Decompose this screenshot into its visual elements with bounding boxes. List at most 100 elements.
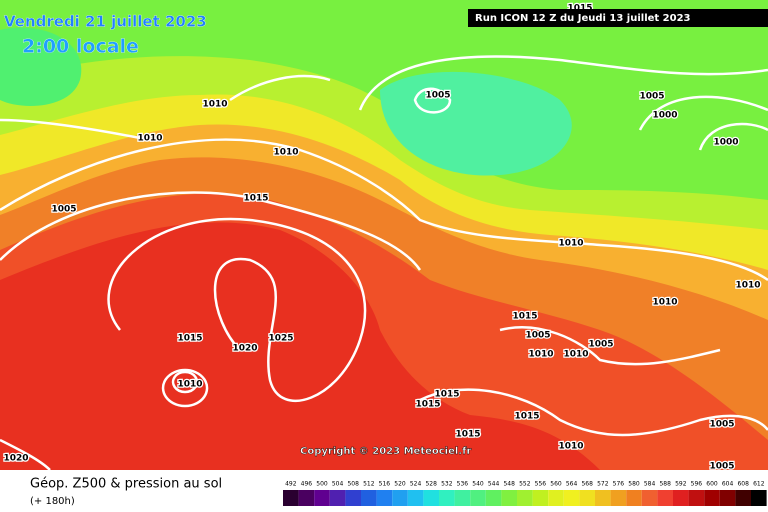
colorbar-swatch: [439, 490, 455, 506]
colorbar-swatch: [376, 490, 393, 506]
isobar-label: 1010: [273, 148, 298, 158]
isobar-label: 1005: [525, 331, 550, 341]
colorbar-swatch: [688, 490, 705, 506]
colorbar-label: 532: [441, 481, 453, 488]
isobar-label: 1015: [434, 390, 459, 400]
colorbar-swatch: [298, 490, 315, 506]
forecast-time: 2:00 locale: [22, 36, 139, 58]
colorbar-swatch: [719, 490, 736, 506]
colorbar-swatch: [361, 490, 377, 506]
colorbar-swatch: [501, 490, 517, 506]
colorbar-label: 556: [535, 481, 547, 488]
colorbar-label: 512: [363, 481, 375, 488]
isobar-label: 1005: [51, 205, 76, 215]
colorbar-label: 496: [301, 481, 313, 488]
colorbar-swatch: [563, 490, 580, 506]
colorbar-label: 492: [285, 481, 297, 488]
colorbar-label: 500: [316, 481, 328, 488]
run-box: [468, 9, 768, 27]
isobar-label: 1010: [558, 442, 583, 452]
isobar-label: 1010: [558, 239, 583, 249]
isobar-label: 1000: [652, 111, 677, 121]
isobar-label: 1005: [639, 92, 664, 102]
isobar-label: 1015: [243, 194, 268, 204]
isobar-label: 1010: [563, 350, 588, 360]
colorbar-swatch: [548, 490, 564, 506]
colorbar-label: 592: [675, 481, 687, 488]
isobar-label: 1015: [514, 412, 539, 422]
colorbar-swatch: [673, 490, 689, 506]
colorbar-label: 588: [659, 481, 671, 488]
isobar-label: 1010: [137, 134, 162, 144]
isobar-label: 1010: [735, 281, 760, 291]
colorbar-label: 560: [550, 481, 562, 488]
colorbar-label: 552: [519, 481, 531, 488]
isobar-label: 1010: [528, 350, 553, 360]
colorbar-swatch: [641, 490, 658, 506]
colorbar-swatch: [735, 490, 751, 506]
colorbar-label: 540: [472, 481, 484, 488]
field-green-nw: [0, 27, 82, 106]
colorbar-label: 612: [753, 481, 765, 488]
colorbar-label: 536: [457, 481, 469, 488]
colorbar-label: 528: [425, 481, 437, 488]
colorbar-label: 584: [644, 481, 656, 488]
colorbar-swatch: [579, 490, 595, 506]
isobar-label: 1010: [202, 100, 227, 110]
isobar-label: 1020: [232, 344, 257, 354]
isobar-label: 1015: [455, 430, 480, 440]
colorbar-label: 580: [628, 481, 640, 488]
colorbar-swatch: [407, 490, 424, 506]
colorbar-label: 564: [566, 481, 578, 488]
colorbar-swatch: [610, 490, 627, 506]
colorbar-label: 504: [332, 481, 344, 488]
colorbar-label: 608: [737, 481, 749, 488]
isobar-label: 1010: [652, 298, 677, 308]
colorbar-label: 508: [347, 481, 359, 488]
colorbar-swatch: [657, 490, 673, 506]
isobar-label: 1015: [512, 312, 537, 322]
colorbar-swatch: [595, 490, 611, 506]
isobar-label: 1015: [177, 334, 202, 344]
colorbar-swatch: [470, 490, 486, 506]
isobar-label: 1015: [415, 400, 440, 410]
isobar-label: 1005: [709, 420, 734, 430]
colorbar: 492 496 500 504 508 512 516 520 524 528 532 536 540 5…: [283, 481, 767, 506]
colorbar-swatch: [485, 490, 502, 506]
colorbar-swatch: [704, 490, 720, 506]
colorbar-swatch: [532, 490, 549, 506]
colorbar-swatch: [329, 490, 346, 506]
colorbar-label: 524: [410, 481, 422, 488]
colorbar-swatch: [345, 490, 361, 506]
isobar-label: 1005: [425, 91, 450, 101]
colorbar-swatch: [454, 490, 471, 506]
isobar-label: 1005: [709, 462, 734, 472]
colorbar-label: 516: [379, 481, 391, 488]
colorbar-swatch: [392, 490, 408, 506]
isobars: [0, 55, 768, 471]
colorbar-swatch: [751, 490, 767, 506]
colorbar-label: 548: [503, 481, 515, 488]
colorbar-label: 596: [691, 481, 703, 488]
footer-lead: (+ 180h): [30, 496, 75, 507]
field-cyan: [380, 71, 572, 176]
colorbar-swatch: [314, 490, 330, 506]
colorbar-label: 604: [722, 481, 734, 488]
isobar-label: 1020: [3, 454, 28, 464]
copyright: Copyright © 2023 Meteociel.fr: [300, 446, 471, 457]
forecast-date: Vendredi 21 juillet 2023: [4, 13, 207, 31]
isobar-label: 1010: [177, 380, 202, 390]
colorbar-label: 576: [613, 481, 625, 488]
colorbar-swatch: [626, 490, 642, 506]
colorbar-label: 520: [394, 481, 406, 488]
colorbar-label: 600: [706, 481, 718, 488]
colorbar-swatch: [423, 490, 439, 506]
isobar-label: 1005: [588, 340, 613, 350]
colorbar-label: 544: [488, 481, 500, 488]
colorbar-label: 568: [581, 481, 593, 488]
footer-title: Géop. Z500 & pression au sol: [30, 477, 222, 492]
colorbar-swatch: [517, 490, 533, 506]
colorbar-swatch: [283, 490, 299, 506]
